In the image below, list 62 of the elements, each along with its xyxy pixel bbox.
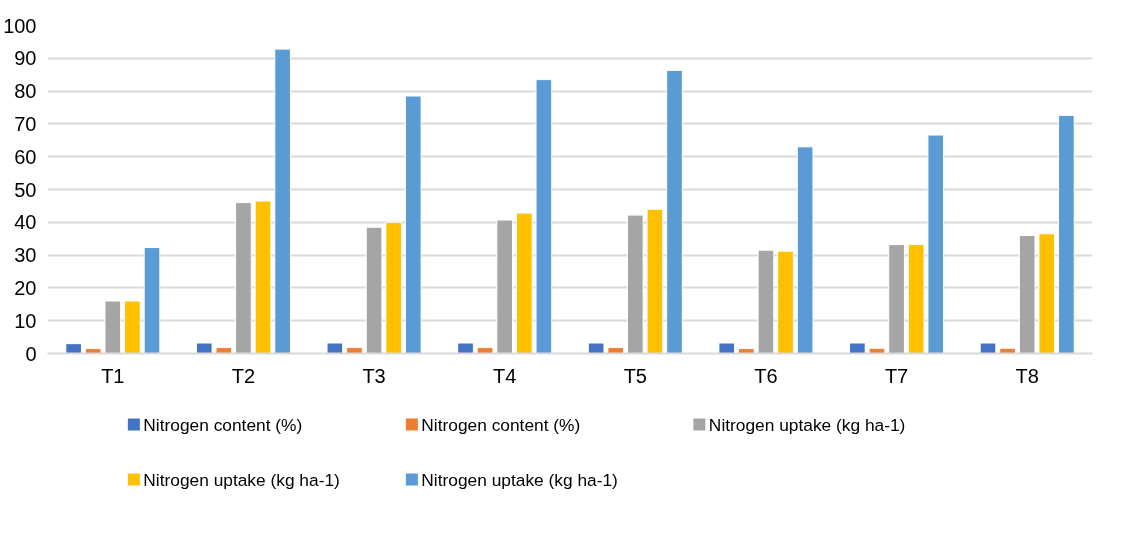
bar bbox=[457, 342, 474, 354]
y-tick-label: 20 bbox=[14, 276, 37, 299]
bar bbox=[254, 200, 272, 354]
bar bbox=[215, 347, 233, 354]
bar bbox=[1038, 233, 1056, 354]
bar bbox=[907, 244, 925, 354]
y-tick-label: 50 bbox=[14, 178, 37, 201]
y-tick-label: 60 bbox=[14, 145, 37, 168]
bar bbox=[124, 300, 141, 354]
bar bbox=[1018, 234, 1036, 354]
bar bbox=[65, 343, 82, 354]
bar bbox=[84, 348, 102, 354]
bar bbox=[796, 146, 814, 354]
x-tick-label: T3 bbox=[362, 364, 386, 387]
bar bbox=[646, 208, 664, 354]
bar bbox=[927, 134, 945, 354]
y-tick-label: 90 bbox=[14, 47, 37, 70]
bar bbox=[718, 342, 736, 354]
legend-label: Nitrogen uptake (kg ha-1) bbox=[421, 469, 618, 490]
bar bbox=[274, 48, 291, 354]
bar bbox=[515, 212, 533, 354]
bar bbox=[143, 247, 161, 354]
bar bbox=[587, 342, 605, 354]
bar bbox=[385, 221, 402, 354]
y-tick-label: 0 bbox=[25, 342, 37, 365]
y-tick-label: 30 bbox=[14, 244, 37, 267]
bar bbox=[326, 342, 344, 354]
bar bbox=[235, 202, 252, 354]
bar bbox=[849, 342, 866, 354]
bar bbox=[777, 250, 794, 354]
y-tick-label: 40 bbox=[14, 211, 37, 234]
y-tick-label: 10 bbox=[14, 309, 37, 332]
bar bbox=[607, 347, 625, 354]
bar bbox=[888, 244, 905, 354]
x-tick-label: T4 bbox=[493, 364, 517, 387]
legend-label: Nitrogen content (%) bbox=[421, 414, 581, 435]
bar bbox=[195, 342, 213, 354]
bar bbox=[757, 249, 775, 354]
bar bbox=[496, 219, 514, 354]
y-tick-label: 100 bbox=[3, 14, 37, 37]
x-tick-label: T6 bbox=[754, 364, 778, 387]
bar bbox=[1058, 114, 1075, 354]
bar bbox=[104, 300, 122, 354]
x-tick-label: T8 bbox=[1015, 364, 1039, 387]
bar bbox=[346, 347, 363, 354]
legend-label: Nitrogen uptake (kg ha-1) bbox=[143, 469, 340, 490]
x-tick-label: T2 bbox=[231, 364, 256, 387]
bar bbox=[979, 342, 997, 354]
bar bbox=[535, 79, 553, 354]
x-tick-label: T1 bbox=[101, 364, 125, 387]
bar bbox=[626, 214, 644, 354]
x-tick-label: T5 bbox=[623, 364, 647, 387]
bar bbox=[738, 348, 755, 354]
bar bbox=[365, 226, 383, 354]
y-tick-label: 80 bbox=[14, 80, 37, 103]
legend-label: Nitrogen content (%) bbox=[143, 414, 303, 435]
bar bbox=[476, 347, 494, 354]
x-tick-label: T7 bbox=[884, 364, 909, 387]
legend-label: Nitrogen uptake (kg ha-1) bbox=[708, 414, 906, 435]
bar bbox=[404, 95, 422, 354]
y-tick-label: 70 bbox=[14, 112, 37, 135]
bar bbox=[666, 69, 683, 354]
